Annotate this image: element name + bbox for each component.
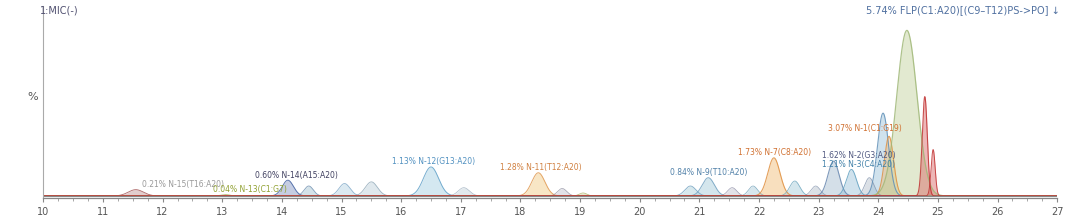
- Text: 1.28% N-11(T12:A20): 1.28% N-11(T12:A20): [499, 163, 582, 172]
- Text: 1.21% N-3(C4:A20): 1.21% N-3(C4:A20): [822, 160, 895, 169]
- Y-axis label: %: %: [27, 92, 37, 102]
- Text: 0.60% N-14(A15:A20): 0.60% N-14(A15:A20): [255, 171, 338, 180]
- Text: 1:MIC(-): 1:MIC(-): [41, 6, 79, 16]
- Text: 3.07% N-1(C1:G19): 3.07% N-1(C1:G19): [827, 124, 901, 133]
- Text: 5.74% FLP(C1:A20)[(C9–T12)PS->PO] ↓: 5.74% FLP(C1:A20)[(C9–T12)PS->PO] ↓: [867, 6, 1060, 16]
- Text: 0.84% N-9(T10:A20): 0.84% N-9(T10:A20): [669, 168, 747, 177]
- Text: 1.73% N-7(C8:A20): 1.73% N-7(C8:A20): [738, 148, 811, 157]
- Text: 0.21% N-15(T16:A20): 0.21% N-15(T16:A20): [142, 180, 223, 189]
- Text: 1.13% N-12(G13:A20): 1.13% N-12(G13:A20): [392, 157, 476, 166]
- Text: 0.04% N-13(C1:G7): 0.04% N-13(C1:G7): [214, 185, 288, 194]
- Text: 1.62% N-2(G3:A20): 1.62% N-2(G3:A20): [822, 151, 895, 160]
